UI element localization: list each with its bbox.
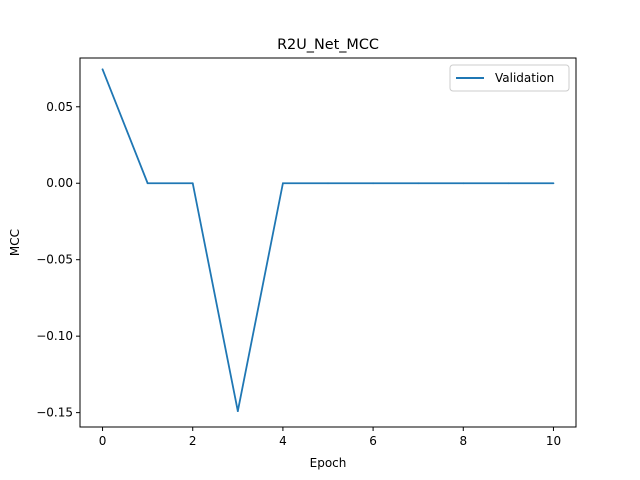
data-point	[101, 68, 104, 71]
x-axis-label: Epoch	[310, 456, 347, 470]
y-tick-label: 0.00	[46, 176, 73, 190]
x-tick-label: 4	[279, 434, 287, 448]
y-axis-label: MCC	[8, 229, 22, 256]
x-tick-label: 0	[99, 434, 107, 448]
chart-title: R2U_Net_MCC	[277, 37, 379, 53]
data-point	[146, 182, 149, 185]
y-tick-label: −0.15	[36, 406, 73, 420]
data-point	[372, 182, 374, 185]
y-tick-label: −0.05	[36, 253, 73, 267]
data-point	[507, 182, 510, 185]
data-point	[462, 182, 465, 185]
data-point	[236, 410, 239, 412]
legend-label: Validation	[495, 71, 554, 85]
legend: Validation	[449, 64, 570, 92]
x-tick-label: 8	[459, 434, 467, 448]
x-tick-label: 2	[189, 434, 197, 448]
y-tick-label: −0.10	[36, 329, 73, 343]
x-tick-label: 10	[546, 434, 561, 448]
x-tick-label: 6	[369, 434, 377, 448]
y-tick-label: 0.05	[46, 100, 73, 114]
data-point	[191, 182, 194, 185]
legend-box	[449, 64, 570, 92]
data-point	[282, 182, 284, 185]
data-point	[552, 182, 555, 185]
plot-frame	[79, 57, 577, 428]
data-point	[327, 182, 329, 185]
data-point	[417, 182, 420, 185]
